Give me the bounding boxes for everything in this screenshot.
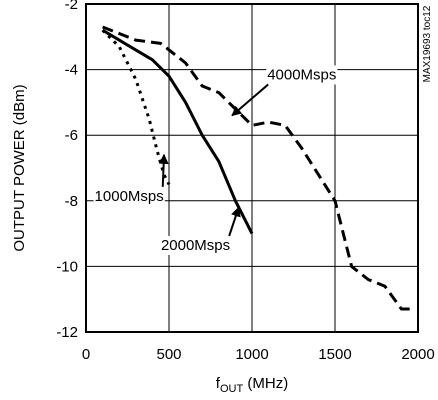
side-reference: MAX19693 toc12 [422,5,433,82]
y-axis-label: OUTPUT POWER (dBm) [11,84,28,251]
series-line-4000Msps [102,25,410,311]
annotation-bg [93,186,165,206]
x-tick-label: 0 [82,346,90,363]
x-tick-label: 500 [156,346,181,363]
annotation-arrow [158,153,169,187]
y-tick-label: -10 [56,258,78,275]
annotation-bg [159,236,232,255]
x-axis-label-sub: OUT [220,383,244,395]
y-tick-label: -6 [65,127,78,144]
series-line-1000Msps [101,29,171,186]
x-tick-label: 2000 [401,346,434,363]
annotations: 4000Msps 1000Msps 2000Msps [93,65,338,255]
x-axis-label-unit: (MHz) [243,375,288,392]
series-line-2000Msps [101,28,254,235]
y-tick-label: -4 [65,62,78,79]
annotation-label: 2000Msps [161,237,230,254]
annotation-label: 1000Msps [95,188,164,205]
series-lines [101,25,410,311]
y-axis-ticks: -2 -4 -6 -8 -10 -12 [56,0,78,341]
plot-frame [85,3,419,333]
annotation-arrow [231,83,269,117]
x-axis-ticks: 0 500 1000 1500 2000 [82,346,435,363]
annotation-arrow [228,206,241,237]
x-axis-label-main: f [216,375,221,392]
annotation-label: 4000Msps [267,66,336,83]
x-tick-label: 1500 [318,346,351,363]
y-tick-label: -8 [65,193,78,210]
x-axis-label: fOUT (MHz) [216,375,288,395]
x-tick-label: 1000 [235,346,268,363]
grid [86,4,418,332]
y-tick-label: -12 [56,324,78,341]
annotation-bg [266,65,338,85]
y-tick-label: -2 [65,0,78,13]
